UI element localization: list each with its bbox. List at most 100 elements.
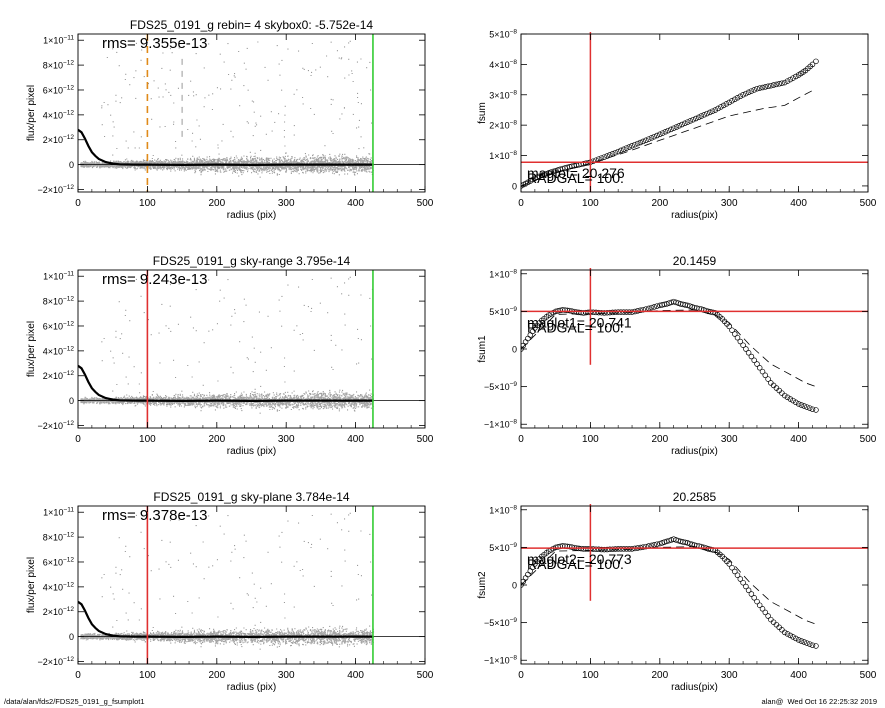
data-point — [609, 309, 616, 316]
data-point — [612, 149, 619, 156]
scatter-noise — [80, 512, 375, 650]
chart-panel-3: rms= 9.243e-130 100 200 300 400 500−2×10−1202… — [26, 254, 434, 457]
data-point — [809, 61, 816, 68]
data-point — [684, 119, 691, 125]
scatter-points — [80, 512, 374, 650]
data-point — [770, 82, 777, 88]
x-tick-label: 300 — [278, 434, 295, 445]
data-point — [701, 112, 707, 118]
x-axis-label: radius(pix) — [671, 210, 718, 221]
y-tick-label: 4×10−12 — [43, 109, 75, 120]
data-point — [604, 309, 610, 316]
chart-title: FDS25_0191_g sky-plane 3.784e-14 — [153, 490, 349, 504]
data-point — [601, 546, 608, 553]
data-point — [612, 546, 619, 552]
data-point — [640, 138, 646, 145]
x-tick-label: 100 — [582, 434, 599, 445]
data-point — [732, 331, 738, 337]
x-tick-label: 0 — [518, 198, 524, 209]
data-point — [712, 107, 719, 113]
data-point — [615, 546, 621, 552]
data-point — [743, 90, 749, 97]
y-tick-label: 2×10−12 — [43, 134, 75, 145]
data-point — [634, 140, 641, 147]
chart-panel-5: rms= 9.378e-130 100 200 300 400 500−2×10−1202… — [26, 490, 434, 693]
data-point — [779, 80, 785, 86]
data-point — [740, 342, 746, 348]
y-tick-label: 5×10−8 — [489, 29, 517, 40]
axes-frame — [520, 33, 869, 193]
y-axis-label: flux/per pixel — [26, 321, 37, 377]
y-tick-label: 8×10−12 — [43, 296, 75, 307]
data-point — [754, 85, 760, 92]
data-point — [607, 152, 613, 158]
data-point — [743, 346, 749, 352]
y-tick-label: 0 — [512, 181, 517, 191]
data-point — [676, 123, 682, 129]
data-point — [707, 109, 713, 116]
data-point — [784, 394, 791, 401]
data-point — [729, 98, 735, 104]
data-point — [790, 75, 796, 81]
x-tick-label: 500 — [417, 434, 434, 445]
x-tick-label: 100 — [582, 198, 599, 209]
data-point — [759, 368, 766, 375]
data-point — [525, 335, 531, 342]
data-point — [762, 372, 769, 379]
data-point — [715, 105, 721, 112]
data-point — [804, 640, 810, 646]
data-point — [595, 546, 602, 553]
x-tick-label: 400 — [347, 434, 364, 445]
data-point — [801, 403, 807, 409]
y-tick-label: 4×10−12 — [43, 345, 75, 356]
y-tick-label: −5×10−9 — [484, 381, 517, 392]
data-point — [740, 579, 746, 586]
data-point — [737, 576, 744, 582]
data-point — [743, 583, 749, 590]
data-point — [729, 564, 735, 571]
data-point — [745, 587, 752, 594]
y-tick-label: 2×10−12 — [43, 606, 75, 617]
x-tick-label: 200 — [208, 434, 225, 445]
mag-annotation: maglot2= 20.773 — [527, 551, 632, 567]
y-tick-label: 8×10−12 — [43, 60, 75, 71]
scatter-noise — [80, 40, 375, 178]
data-point — [598, 546, 605, 553]
x-tick-label: 100 — [139, 670, 156, 681]
data-point — [765, 376, 771, 382]
data-point — [787, 396, 794, 402]
data-point — [541, 171, 547, 178]
data-point — [543, 170, 550, 177]
y-tick-label: 1×10−8 — [489, 268, 517, 279]
data-point — [629, 143, 635, 149]
y-axis-label: fsum1 — [477, 335, 488, 363]
data-point — [751, 357, 757, 364]
data-point — [784, 631, 791, 637]
data-point — [637, 307, 644, 314]
data-point — [798, 638, 805, 644]
data-point — [595, 309, 602, 316]
data-point — [598, 309, 605, 316]
y-tick-label: −2×10−12 — [37, 656, 74, 667]
data-point — [607, 546, 613, 553]
axes-frame — [77, 505, 426, 665]
data-point — [813, 407, 819, 413]
data-point — [751, 595, 757, 601]
data-point — [618, 546, 624, 552]
data-point — [648, 135, 655, 141]
x-tick-label: 100 — [139, 198, 156, 209]
chart-title: FDS25_0191_g sky-range 3.795e-14 — [153, 254, 351, 268]
x-tick-label: 200 — [651, 670, 668, 681]
x-axis-label: radius(pix) — [671, 682, 718, 693]
data-point — [651, 542, 657, 548]
data-point — [720, 102, 727, 109]
x-tick-label: 300 — [721, 198, 738, 209]
x-tick-label: 200 — [651, 434, 668, 445]
x-tick-label: 500 — [417, 670, 434, 681]
y-tick-label: −1×10−8 — [484, 419, 517, 430]
data-point — [762, 84, 769, 90]
y-tick-label: −1×10−8 — [484, 655, 517, 666]
data-point — [637, 139, 644, 146]
data-point — [756, 602, 763, 608]
